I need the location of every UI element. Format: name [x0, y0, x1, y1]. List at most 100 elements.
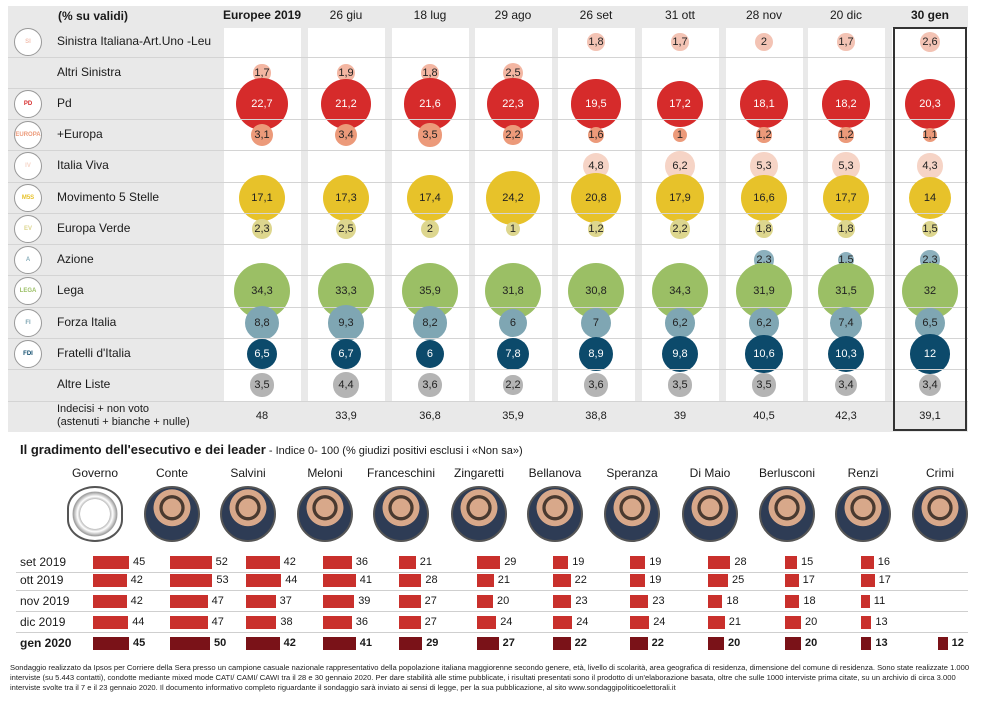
undecided-value: 40,5: [753, 410, 775, 422]
party-logo-icon: SI: [14, 28, 42, 56]
approval-bar: [323, 637, 356, 650]
leader-photo-icon: [682, 486, 738, 542]
vote-bubble: 8,9: [578, 336, 614, 372]
approval-bar: [170, 637, 210, 650]
approval-bar: [785, 556, 797, 569]
approval-bar: [323, 574, 356, 587]
vote-bubble: 2: [754, 32, 774, 52]
vote-bubble: 6,7: [330, 338, 362, 370]
vote-bubble: 8,2: [413, 306, 447, 340]
vote-bubble: 20,8: [570, 172, 622, 224]
approval-bar: [861, 556, 874, 569]
approval-bar: [170, 595, 208, 608]
approval-bar: [170, 574, 213, 587]
vote-bubble: 9,3: [328, 305, 364, 341]
row-divider: [8, 88, 968, 89]
column-header: 18 lug: [413, 8, 447, 22]
leader-photo-icon: [759, 486, 815, 542]
vote-bubble: 6,5: [914, 307, 945, 338]
vote-value: 3,4: [338, 128, 354, 141]
approval-value: 45: [133, 556, 146, 568]
approval-bar: [785, 595, 800, 608]
vote-bubble: 3,5: [668, 373, 692, 397]
approval-value: 29: [426, 637, 439, 649]
approval-bar: [553, 637, 571, 650]
approval-bar: [93, 595, 127, 608]
leader-photo-icon: [835, 486, 891, 542]
vote-bubble: 18,2: [822, 80, 870, 128]
approval-value: 50: [214, 637, 227, 649]
vote-value: 24,2: [502, 191, 524, 204]
vote-bubble: 19,5: [571, 79, 621, 129]
vote-value: 1,8: [588, 35, 604, 48]
vote-value: 2,5: [338, 222, 354, 235]
undecided-value: 39: [673, 410, 687, 422]
vote-value: 6: [426, 347, 434, 360]
row-divider: [16, 590, 968, 591]
vote-value: 2,3: [756, 253, 772, 266]
approval-value: 15: [801, 556, 814, 568]
vote-bubble: 1,9: [336, 63, 356, 83]
vote-bubble: 7: [580, 307, 612, 339]
vote-value: 6: [509, 316, 517, 329]
vote-bubble: 10,6: [745, 335, 783, 373]
vote-value: 6,2: [756, 316, 772, 329]
vote-value: 17,9: [669, 191, 691, 204]
undecided-value: 36,8: [419, 410, 441, 422]
month-label: ott 2019: [20, 573, 64, 587]
vote-bubble: 9,8: [662, 336, 698, 372]
undecided-value: 42,3: [835, 410, 857, 422]
footnote: Sondaggio realizzato da Ipsos per Corrie…: [10, 663, 970, 692]
vote-value: 3,4: [838, 378, 854, 391]
approval-value: 11: [873, 595, 886, 607]
vote-value: 7,8: [505, 347, 521, 360]
approval-value: 18: [803, 595, 816, 607]
vote-value: 10,6: [753, 347, 775, 360]
leader-photo-icon: [912, 486, 968, 542]
approval-bar: [93, 556, 129, 569]
approval-value: 13: [875, 616, 888, 628]
leader-name: Salvini: [230, 466, 266, 480]
vote-bubble: 1,2: [838, 127, 854, 143]
approval-bar: [708, 616, 725, 629]
vote-bubble: 17,3: [322, 174, 370, 222]
vote-bubble: 5,3: [832, 152, 860, 180]
approval-bar: [630, 637, 648, 650]
approval-bar: [861, 595, 870, 608]
approval-bar: [630, 574, 646, 587]
approval-value: 27: [424, 616, 437, 628]
vote-bubble: 8,8: [244, 305, 280, 341]
vote-bubble: 1,8: [837, 220, 855, 238]
approval-value: 27: [502, 637, 515, 649]
vote-value: 22,3: [502, 97, 524, 110]
approval-bar: [553, 574, 571, 587]
vote-bubble: 32: [902, 263, 958, 319]
vote-bubble: 1,7: [837, 33, 855, 51]
party-name: Altri Sinistra: [57, 65, 122, 79]
approval-value: 24: [576, 616, 589, 628]
vote-value: 4,3: [922, 159, 938, 172]
approval-bar: [323, 616, 352, 629]
party-logo-icon: EUROPA: [14, 121, 42, 149]
approval-value: 27: [424, 595, 437, 607]
vote-value: 9,3: [338, 316, 354, 329]
approval-bar: [861, 637, 872, 650]
row-divider: [8, 275, 968, 276]
row-divider: [8, 182, 968, 183]
approval-value: 52: [215, 556, 228, 568]
approval-bar: [399, 637, 423, 650]
party-logo-icon: EV: [14, 215, 42, 243]
approval-value: 13: [875, 637, 888, 649]
latest-column-highlight: [893, 27, 967, 431]
approval-value: 29: [504, 556, 517, 568]
leader-photo-icon: [373, 486, 429, 542]
party-logo-icon: IV: [14, 152, 42, 180]
vote-value: 5,3: [756, 159, 772, 172]
approval-value: 21: [728, 616, 742, 628]
approval-value: 36: [355, 556, 369, 568]
vote-value: 3,6: [422, 378, 438, 391]
column-header: 26 giu: [329, 8, 363, 22]
vote-bubble: 21,6: [404, 78, 456, 130]
approval-bar: [708, 574, 728, 587]
approval-value: 21: [419, 556, 433, 568]
